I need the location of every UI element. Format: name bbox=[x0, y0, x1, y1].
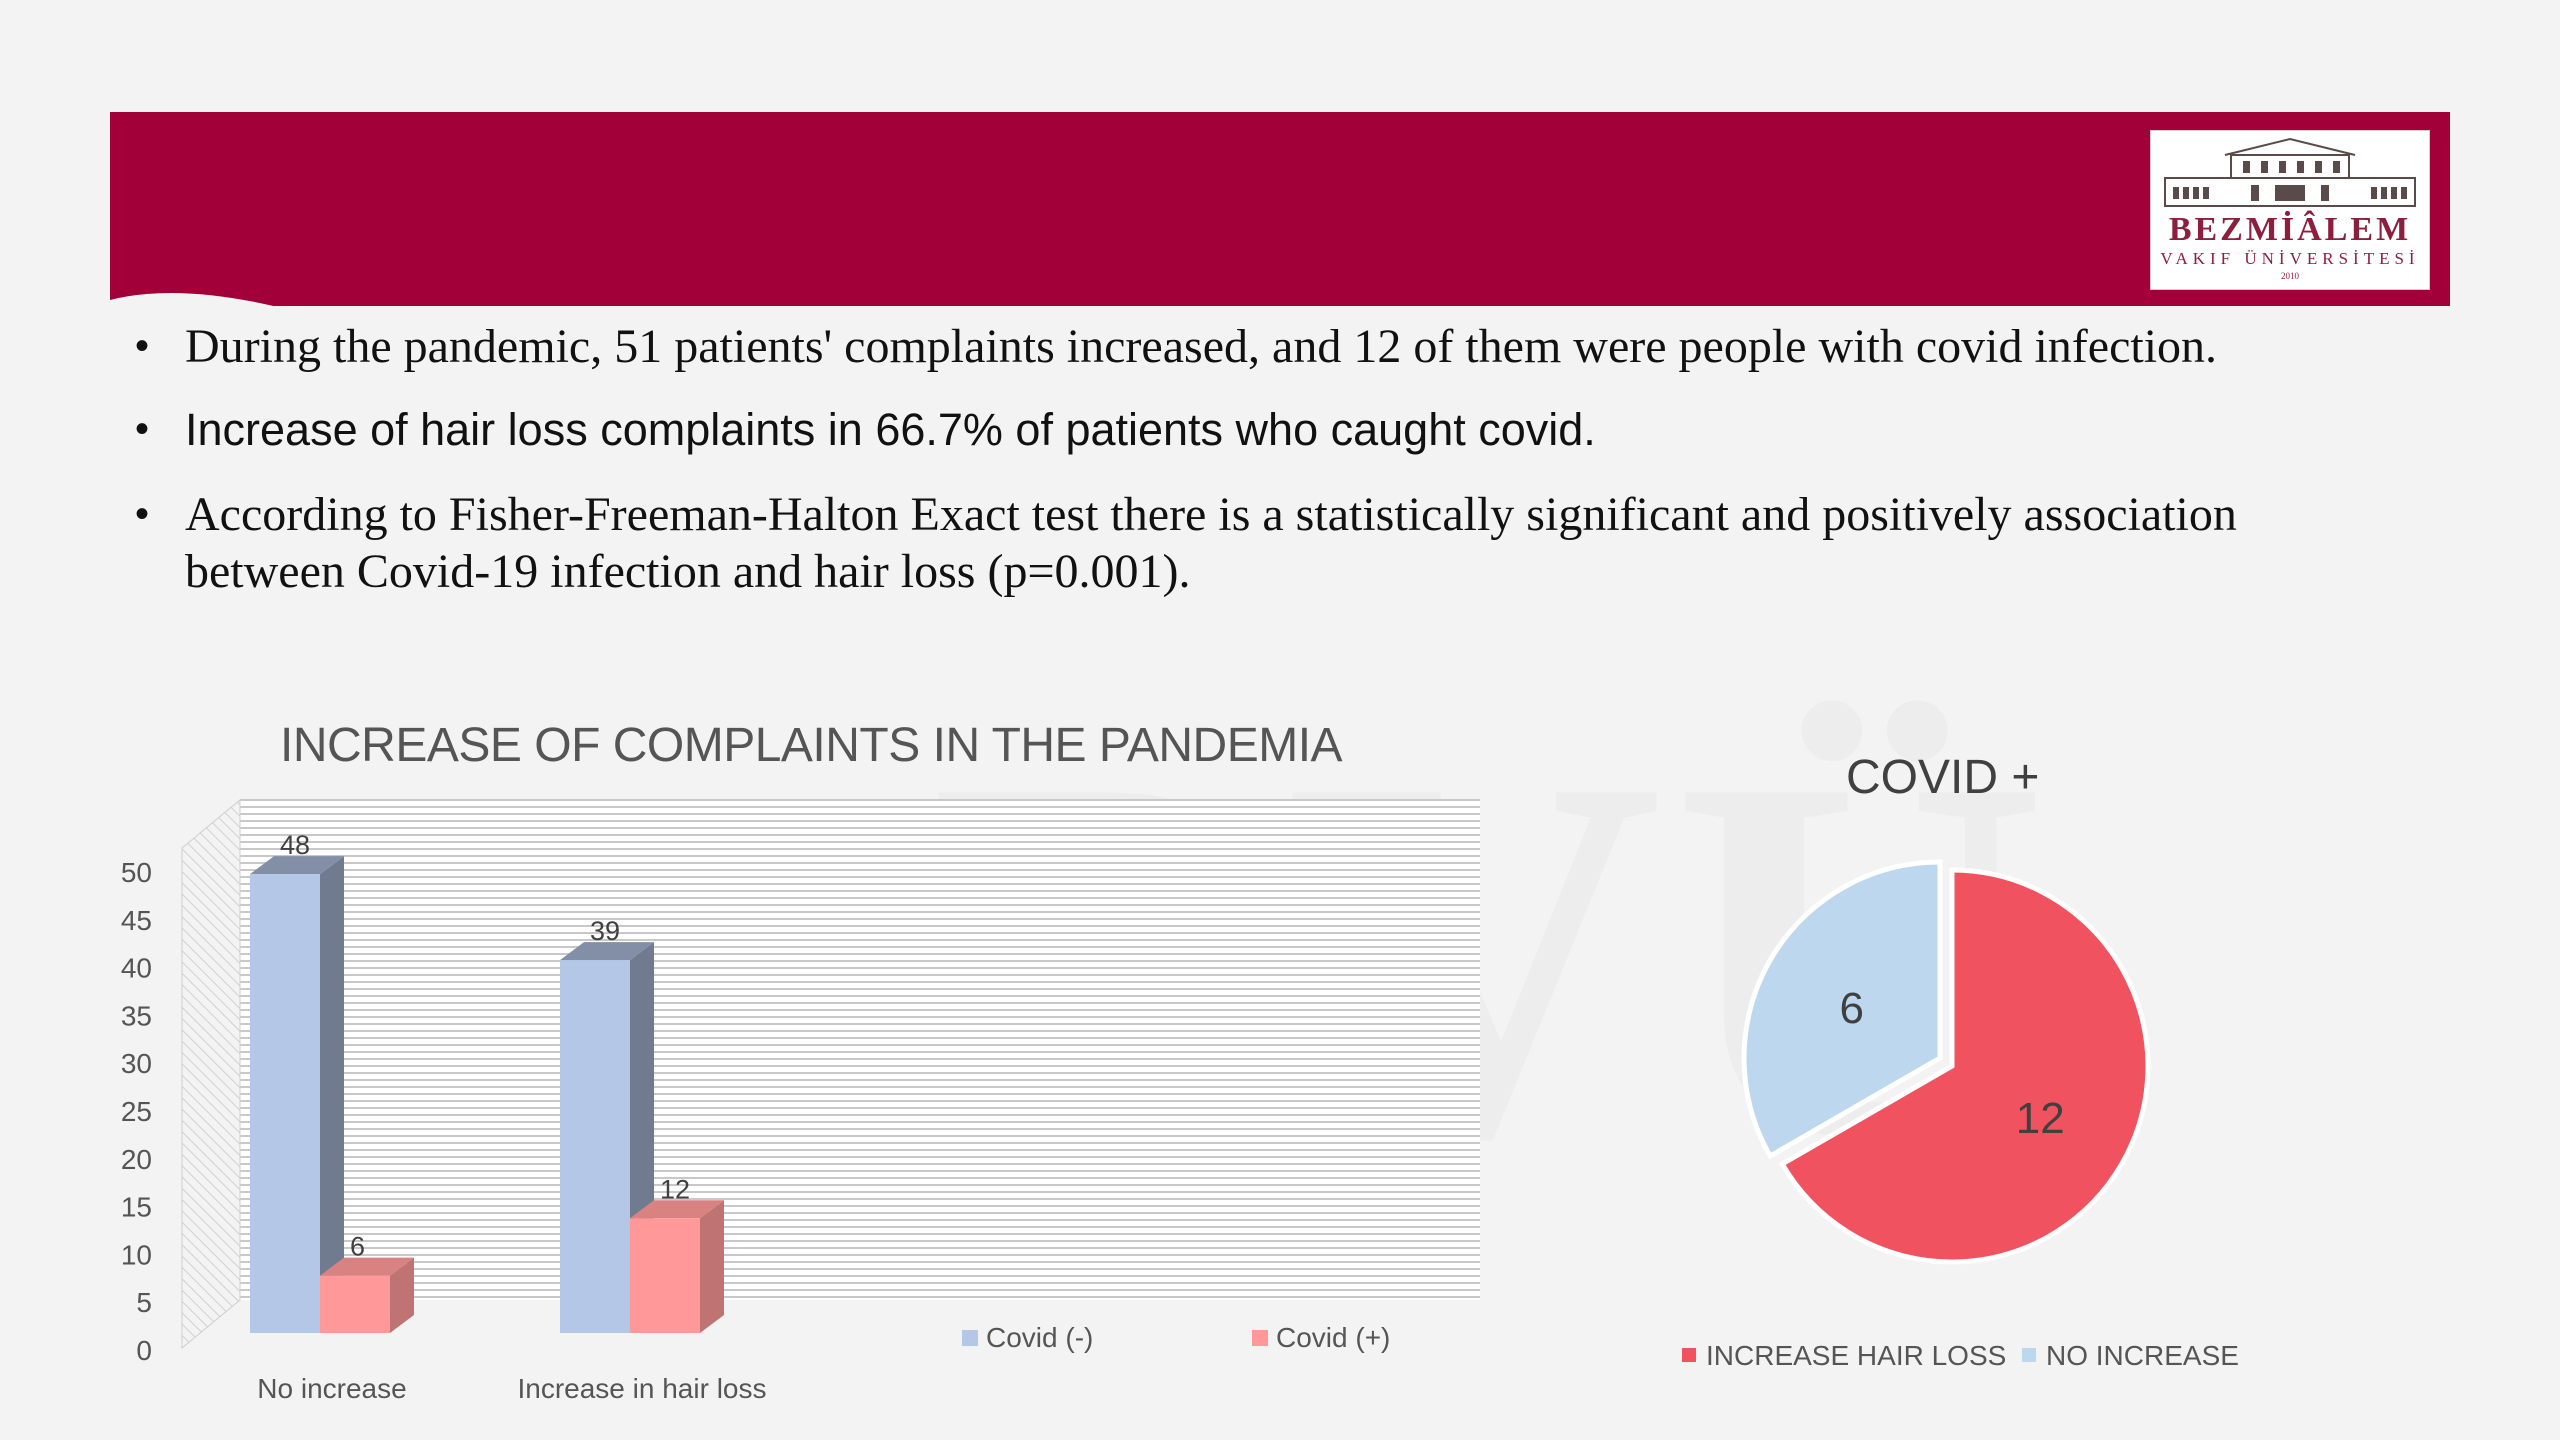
bullet-item: During the pandemic, 51 patients' compla… bbox=[135, 318, 2335, 375]
university-logo: BEZMİÂLEM VAKIF ÜNİVERSİTESİ 2010 bbox=[2150, 130, 2430, 290]
legend-label: Covid (+) bbox=[1276, 1322, 1390, 1353]
y-tick-label: 50 bbox=[121, 857, 152, 888]
chart-side-wall bbox=[181, 798, 241, 1350]
legend-swatch bbox=[962, 1330, 978, 1346]
bar-covid-neg-0 bbox=[250, 856, 344, 1333]
y-tick-label: 25 bbox=[121, 1096, 152, 1127]
bullet-item: According to Fisher-Freeman-Halton Exact… bbox=[135, 486, 2335, 600]
bar-front bbox=[630, 1218, 700, 1333]
pie-chart: 12 6 INCREASE HAIR LOSS NO INCREASE bbox=[1682, 859, 2239, 1371]
legend-label: INCREASE HAIR LOSS bbox=[1706, 1340, 2006, 1371]
y-tick-label: 45 bbox=[121, 905, 152, 936]
data-label: 39 bbox=[590, 916, 620, 946]
pie-legend-item: NO INCREASE bbox=[2022, 1340, 2239, 1371]
header-banner bbox=[110, 112, 2450, 306]
banner-notch bbox=[110, 292, 290, 310]
logo-year: 2010 bbox=[2281, 271, 2299, 281]
bullet-item: Increase of hair loss complaints in 66.7… bbox=[135, 401, 2335, 458]
bar-side bbox=[390, 1257, 414, 1333]
bar-front bbox=[320, 1275, 390, 1333]
chart-back-wall bbox=[240, 799, 1480, 1300]
legend-label: Covid (-) bbox=[986, 1322, 1093, 1353]
bar-top bbox=[320, 1257, 414, 1276]
data-label: 6 bbox=[350, 1232, 365, 1262]
bar-chart-title: INCREASE OF COMPLAINTS IN THE PANDEMIA bbox=[280, 719, 1343, 772]
data-label: 12 bbox=[660, 1174, 690, 1204]
legend-swatch bbox=[1252, 1330, 1268, 1346]
pie-slice-no-increase bbox=[1741, 859, 1943, 1160]
legend-item: Covid (+) bbox=[1252, 1322, 1390, 1353]
pie-legend-item: INCREASE HAIR LOSS bbox=[1682, 1340, 2006, 1371]
legend-item: Covid (-) bbox=[962, 1322, 1093, 1353]
legend-swatch bbox=[2022, 1348, 2036, 1362]
x-category-label: Increase in hair loss bbox=[517, 1373, 766, 1404]
y-tick-label: 15 bbox=[121, 1192, 152, 1223]
pie-data-label: 6 bbox=[1839, 984, 1863, 1033]
pie-data-label: 12 bbox=[2016, 1094, 2065, 1143]
back-wall-fill bbox=[240, 800, 1480, 1300]
bar-top bbox=[560, 942, 654, 961]
pie-slice-increase bbox=[1778, 867, 2151, 1265]
findings-list: During the pandemic, 51 patients' compla… bbox=[135, 318, 2335, 600]
bar-top bbox=[250, 856, 344, 875]
y-tick-label: 20 bbox=[121, 1144, 152, 1175]
y-tick-label: 40 bbox=[121, 953, 152, 984]
y-tick-label: 0 bbox=[136, 1335, 152, 1366]
x-category-label: No increase bbox=[257, 1373, 406, 1404]
bar-covid-pos-0 bbox=[320, 1257, 414, 1333]
logo-name: BEZMİÂLEM bbox=[2168, 211, 2412, 248]
bar-covid-pos-1 bbox=[630, 1200, 724, 1333]
legend-label: NO INCREASE bbox=[2046, 1340, 2239, 1371]
bar-front bbox=[560, 960, 630, 1333]
bar-side bbox=[700, 1200, 724, 1333]
pie-chart-title: COVID + bbox=[1846, 751, 2040, 804]
bar-side bbox=[320, 856, 344, 1333]
bar-chart: 0 5 10 15 20 25 30 35 40 45 50 48 6 No increase 39 12 In… bbox=[121, 798, 1480, 1404]
bar-top bbox=[630, 1200, 724, 1219]
data-label: 48 bbox=[280, 830, 310, 860]
y-tick-label: 35 bbox=[121, 1000, 152, 1031]
legend-swatch bbox=[1682, 1348, 1696, 1362]
y-tick-label: 5 bbox=[136, 1287, 152, 1318]
logo-subtitle: VAKIF ÜNİVERSİTESİ bbox=[2160, 249, 2420, 268]
bar-front bbox=[250, 874, 320, 1333]
y-tick-label: 30 bbox=[121, 1048, 152, 1079]
building-icon bbox=[2164, 137, 2416, 207]
y-tick-label: 10 bbox=[121, 1239, 152, 1270]
